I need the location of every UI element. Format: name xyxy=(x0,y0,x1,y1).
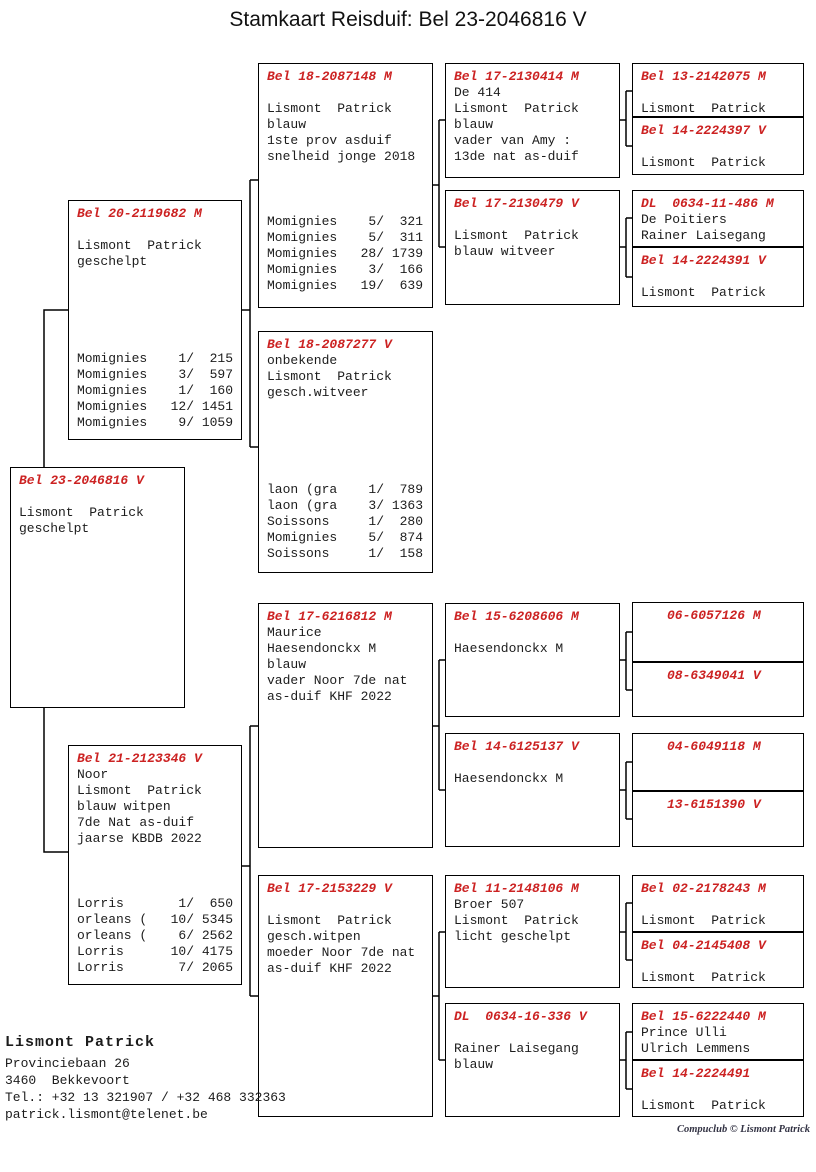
bird-info-lines: Lismont Patrick xyxy=(641,1098,766,1113)
owner-phone: Tel.: +32 13 321907 / +32 468 332363 xyxy=(5,1090,286,1105)
bird-info-lines: Haesendonckx M xyxy=(454,641,564,656)
owner-street: Provinciebaan 26 xyxy=(5,1056,130,1071)
pedigree-box-g5-6a: Bel 15-6222440 M Prince Ulli Ulrich Lemme… xyxy=(632,1003,804,1060)
bird-info-lines: De 414 Lismont Patrick blauw vader van Amy … xyxy=(454,85,579,164)
ring-number: Bel 04-2145408 V xyxy=(641,938,766,953)
pedigree-box-g5-3a: 06-6057126 M xyxy=(632,602,804,662)
ring-number: Bel 14-2224391 V xyxy=(641,253,766,268)
ring-number: Bel 23-2046816 V xyxy=(19,473,144,488)
ring-number: DL 0634-11-486 M xyxy=(641,196,774,211)
bird-info-lines: Lismont Patrick xyxy=(641,285,766,300)
ring-number: Bel 18-2087148 M xyxy=(267,69,392,84)
bird-info-lines: Prince Ulli Ulrich Lemmens xyxy=(641,1025,751,1056)
bird-info-lines: Lismont Patrick blauw witveer xyxy=(454,228,579,259)
bird-info-lines: Noor Lismont Patrick blauw witpen 7de Nat a… xyxy=(77,767,202,846)
ring-number: Bel 14-2224397 V xyxy=(641,123,766,138)
ring-number: Bel 15-6208606 M xyxy=(454,609,579,624)
ring-number: Bel 14-2224491 xyxy=(641,1066,751,1081)
pedigree-box-g5-4a: 04-6049118 M xyxy=(632,733,804,791)
owner-name: Lismont Patrick xyxy=(5,1034,156,1051)
race-results: Momignies 5/ 321 Momignies 5/ 311 Momignie… xyxy=(267,214,424,293)
pedigree-box-subject: Bel 23-2046816 V Lismont Patrick geschelp… xyxy=(10,467,185,708)
pedigree-box-ggparent-6: DL 0634-16-336 V Rainer Laisegang blauw xyxy=(445,1003,620,1117)
ring-number: Bel 14-6125137 V xyxy=(454,739,579,754)
bird-info-lines: De Poitiers Rainer Laisegang xyxy=(641,212,766,243)
bird-info-lines: Lismont Patrick geschelpt xyxy=(77,238,202,269)
owner-city: 3460 Bekkevoort xyxy=(5,1073,130,1088)
bird-info-lines: Lismont Patrick geschelpt xyxy=(19,505,144,536)
bird-info-lines: Lismont Patrick blauw 1ste prov asduif snel… xyxy=(267,101,416,164)
ring-number: 13-6151390 V xyxy=(667,797,761,812)
pedigree-box-ggparent-5: Bel 11-2148106 M Broer 507 Lismont Patric… xyxy=(445,875,620,988)
ring-number: DL 0634-16-336 V xyxy=(454,1009,587,1024)
ring-number: Bel 17-2130414 M xyxy=(454,69,579,84)
pedigree-box-g5-5b: Bel 04-2145408 V Lismont Patrick xyxy=(632,932,804,988)
bird-info-lines: Lismont Patrick xyxy=(641,913,766,928)
ring-number: Bel 17-2130479 V xyxy=(454,196,579,211)
bird-info-lines: Lismont Patrick gesch.witpen moeder Noor 7… xyxy=(267,913,416,976)
pedigree-box-g5-1a: Bel 13-2142075 M Lismont Patrick xyxy=(632,63,804,117)
ring-number: Bel 18-2087277 V xyxy=(267,337,392,352)
ring-number: Bel 21-2123346 V xyxy=(77,751,202,766)
owner-footer: Lismont Patrick Provinciebaan 26 3460 Be… xyxy=(5,1033,286,1123)
pedigree-box-mother: Bel 21-2123346 V Noor Lismont Patrick blau… xyxy=(68,745,242,985)
race-results: Lorris 1/ 650 orleans ( 10/ 5345 orleans (… xyxy=(77,896,234,975)
ring-number: Bel 13-2142075 M xyxy=(641,69,766,84)
pedigree-box-grandmother-maternal: Bel 17-2153229 V Lismont Patrick gesch.wi… xyxy=(258,875,433,1117)
ring-number: 04-6049118 M xyxy=(667,739,761,754)
bird-info-lines: Rainer Laisegang blauw xyxy=(454,1041,579,1072)
compuclub-credit: Compuclub © Lismont Patrick xyxy=(677,1124,810,1135)
race-results: laon (gra 1/ 789 laon (gra 3/ 1363 Soisson… xyxy=(267,482,424,561)
bird-info-lines: Haesendonckx M xyxy=(454,771,564,786)
ring-number: Bel 02-2178243 M xyxy=(641,881,766,896)
ring-number: Bel 17-2153229 V xyxy=(267,881,392,896)
pedigree-box-ggparent-2: Bel 17-2130479 V Lismont Patrick blauw wi… xyxy=(445,190,620,305)
ring-number: Bel 11-2148106 M xyxy=(454,881,579,896)
ring-number: Bel 15-6222440 M xyxy=(641,1009,766,1024)
pedigree-box-g5-3b: 08-6349041 V xyxy=(632,662,804,717)
bird-info-lines: Lismont Patrick xyxy=(641,970,766,985)
pedigree-box-father: Bel 20-2119682 M Lismont Patrick geschelp… xyxy=(68,200,242,440)
ring-number: Bel 17-6216812 M xyxy=(267,609,392,624)
bird-info-lines: Lismont Patrick xyxy=(641,101,766,116)
pedigree-box-ggparent-4: Bel 14-6125137 V Haesendonckx M xyxy=(445,733,620,847)
pedigree-box-g5-2b: Bel 14-2224391 V Lismont Patrick xyxy=(632,247,804,307)
race-results: Momignies 1/ 215 Momignies 3/ 597 Momignie… xyxy=(77,351,234,430)
pedigree-box-g5-2a: DL 0634-11-486 M De Poitiers Rainer Laise… xyxy=(632,190,804,247)
pedigree-box-ggparent-3: Bel 15-6208606 M Haesendonckx M xyxy=(445,603,620,717)
ring-number: 08-6349041 V xyxy=(667,668,761,683)
pedigree-box-grandmother-paternal: Bel 18-2087277 V onbekende Lismont Patric… xyxy=(258,331,433,573)
owner-email: patrick.lismont@telenet.be xyxy=(5,1107,208,1122)
ring-number: 06-6057126 M xyxy=(667,608,761,623)
bird-info-lines: Broer 507 Lismont Patrick licht geschelpt xyxy=(454,897,579,944)
pedigree-box-ggparent-1: Bel 17-2130414 M De 414 Lismont Patrick bl… xyxy=(445,63,620,178)
pedigree-box-g5-4b: 13-6151390 V xyxy=(632,791,804,847)
pedigree-box-grandfather-paternal: Bel 18-2087148 M Lismont Patrick blauw 1st… xyxy=(258,63,433,308)
bird-info-lines: Lismont Patrick xyxy=(641,155,766,170)
pedigree-box-g5-1b: Bel 14-2224397 V Lismont Patrick xyxy=(632,117,804,175)
pedigree-box-g5-5a: Bel 02-2178243 M Lismont Patrick xyxy=(632,875,804,932)
page-title: Stamkaart Reisduif: Bel 23-2046816 V xyxy=(229,8,587,31)
ring-number: Bel 20-2119682 M xyxy=(77,206,202,221)
pedigree-box-g5-6b: Bel 14-2224491 Lismont Patrick xyxy=(632,1060,804,1117)
bird-info-lines: onbekende Lismont Patrick gesch.witveer xyxy=(267,353,392,400)
